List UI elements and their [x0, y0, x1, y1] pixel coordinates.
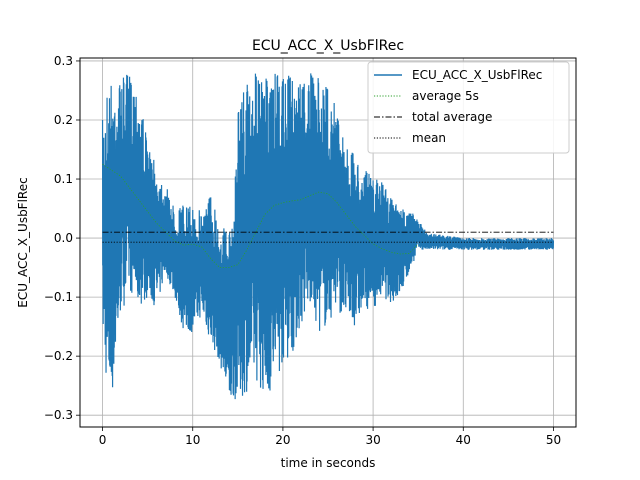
y-tick-label: −0.3 [44, 408, 73, 422]
y-tick-label: 0.3 [54, 54, 73, 68]
x-tick-label: 10 [185, 433, 200, 447]
x-axis-label: time in seconds [281, 456, 376, 470]
y-tick-label: −0.2 [44, 349, 73, 363]
y-tick-label: 0.0 [54, 231, 73, 245]
chart-title: ECU_ACC_X_UsbFlRec [252, 38, 404, 54]
legend-label: total average [412, 110, 492, 124]
y-tick-label: 0.2 [54, 113, 73, 127]
y-tick-label: −0.1 [44, 290, 73, 304]
legend-label: average 5s [412, 89, 479, 103]
x-tick-label: 0 [99, 433, 107, 447]
axes-frame [79, 57, 577, 428]
series-line-signal [101, 73, 555, 400]
x-tick-label: 50 [546, 433, 561, 447]
legend-box [367, 61, 570, 154]
plot-area [101, 73, 555, 400]
legend-label: mean [412, 131, 446, 145]
x-tick-label: 40 [456, 433, 471, 447]
y-axis-label: ECU_ACC_X_UsbFlRec [16, 177, 30, 307]
ticks: 0 10 20 30 40 50 −0.3 −0.2 −0.1 0.0 0.1 0.2 0.3 [44, 54, 561, 447]
legend-label: ECU_ACC_X_UsbFlRec [412, 68, 542, 82]
y-tick-label: 0.1 [54, 172, 73, 186]
x-tick-label: 30 [365, 433, 380, 447]
series-line-2 [102, 163, 419, 268]
x-tick-label: 20 [275, 433, 290, 447]
